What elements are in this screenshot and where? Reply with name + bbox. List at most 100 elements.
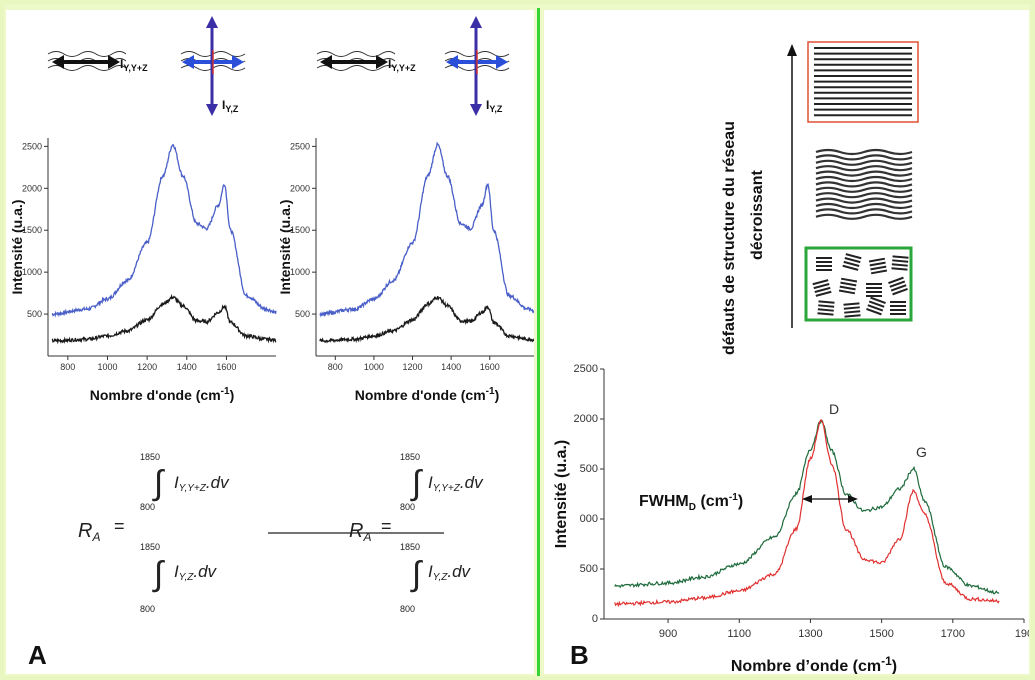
label-perp: IY,Z [222, 98, 239, 114]
raman-chart-left: 800 1000 1200 1400 1600 500 1000 1500 2000 2500 In… [9, 138, 277, 403]
lattice-line [867, 304, 884, 312]
y-tick-label: 1500 [22, 225, 42, 235]
peak-label-g: G [916, 444, 927, 460]
x-tick-label: 190 [1015, 628, 1029, 640]
y-tick-label: 2500 [22, 141, 42, 151]
x-tick-label: 1500 [869, 628, 893, 640]
lattice-line [812, 279, 829, 286]
x-tick-label: 1200 [403, 362, 423, 372]
lattice-line [838, 289, 856, 295]
lattice-line [815, 165, 913, 172]
y-tick-label: 0 [592, 613, 598, 625]
fwhm-label: FWHMD (cm-1) [639, 492, 743, 513]
lattice-line [818, 304, 835, 308]
y-tick-label: 2000 [290, 183, 310, 193]
lattice-line [813, 283, 830, 290]
panel-divider [537, 8, 540, 676]
integral-upper: 1850 [140, 452, 160, 462]
x-tick-label: 1600 [480, 362, 500, 372]
series-line-1 [319, 296, 539, 344]
lattice-line [815, 208, 913, 215]
lattice-line [817, 312, 834, 316]
numerator: IY,Y+Z.dv [428, 473, 484, 494]
lattice-line [815, 186, 913, 193]
lattice-line [815, 197, 913, 204]
lattice-line [815, 159, 913, 166]
lattice-line [840, 281, 857, 287]
lattice-line [815, 148, 913, 156]
lattice-line [844, 310, 861, 314]
x-axis-label: Nombre d'onde (cm-1) [355, 386, 499, 403]
y-tick-label: 500 [580, 463, 598, 475]
y-tick-label: 1000 [22, 267, 42, 277]
lattice-line [814, 286, 831, 293]
integral-sign: ∫ [152, 555, 165, 593]
y-axis-label: Intensité (u.a.) [277, 200, 293, 295]
y-tick-label: 000 [580, 513, 598, 525]
x-axis-label: Nombre d’onde (cm-1) [731, 654, 897, 674]
lattice-line [840, 277, 858, 283]
arrow-label-1: défauts de structure du réseau [721, 121, 738, 355]
structure-disordered-image [804, 246, 913, 322]
panel-label-a: A [28, 640, 47, 670]
series-line-0 [614, 419, 1000, 595]
lattice-line [844, 314, 861, 318]
lattice-line [817, 308, 834, 312]
lattice-line [843, 306, 860, 310]
lattice-line [892, 287, 908, 296]
arrow-head-icon [787, 44, 797, 56]
x-tick-label: 1100 [727, 628, 751, 640]
y-tick-label: 2500 [290, 141, 310, 151]
y-axis-label: Intensité (u.a.) [553, 440, 570, 548]
y-tick-label: 2000 [22, 183, 42, 193]
lattice-line [815, 202, 913, 210]
arrow-label-2: décroissant [749, 170, 766, 260]
lattice-line [818, 300, 835, 304]
denominator: IY,Z.dv [428, 562, 472, 583]
x-tick-label: 1000 [97, 362, 117, 372]
panel-b-svg: défauts de structure du réseau décroissa… [553, 41, 1033, 675]
structure-wavy-image [815, 148, 913, 220]
x-tick-label: 1200 [137, 362, 157, 372]
x-tick-label: 1700 [941, 628, 965, 640]
panel-b: défauts de structure du réseau décroissa… [544, 10, 1033, 675]
x-tick-label: 1300 [798, 628, 822, 640]
structure-ordered-image [807, 41, 919, 123]
series-line-1 [614, 419, 1000, 608]
denominator: IY,Z.dv [174, 562, 218, 583]
x-tick-label: 1600 [216, 362, 236, 372]
x-tick-label: 800 [60, 362, 75, 372]
x-axis-label: Nombre d'onde (cm-1) [90, 386, 234, 403]
lattice-line [868, 300, 885, 308]
y-tick-label: 500 [27, 309, 42, 319]
lattice-line [815, 170, 913, 177]
integral-sign: ∫ [152, 464, 165, 502]
x-tick-label: 900 [659, 628, 677, 640]
lattice-line [815, 213, 913, 220]
integral-lower: 800 [400, 502, 415, 512]
lattice-line [868, 257, 886, 263]
lattice-line [815, 181, 913, 188]
x-tick-label: 800 [328, 362, 343, 372]
series-line-1 [51, 293, 277, 345]
lattice-line [843, 260, 860, 267]
panel-label-b: B [570, 640, 589, 670]
lattice-line [870, 269, 888, 275]
x-tick-label: 1400 [441, 362, 461, 372]
integral-sign: ∫ [410, 464, 423, 502]
formula-right: RA = 1850 ∫ IY,Y+Z.dv 800 1850 ∫ IY,Z.dv… [268, 452, 484, 614]
label-perp: IY,Z [486, 98, 503, 114]
integral-upper: 1850 [400, 452, 420, 462]
y-tick-label: 1000 [290, 267, 310, 277]
integral-sign: ∫ [410, 555, 423, 593]
formula-equals: = [114, 516, 125, 536]
lattice-line [842, 264, 859, 271]
lattice-line [888, 276, 904, 285]
lattice-line [869, 261, 886, 267]
lattice-line [870, 265, 887, 271]
lattice-line [815, 175, 913, 183]
lattice-line [843, 302, 860, 306]
panel-a: IY,Y+Z IY,Z IY,Y+Z [6, 10, 539, 674]
lattice-line [839, 285, 856, 291]
